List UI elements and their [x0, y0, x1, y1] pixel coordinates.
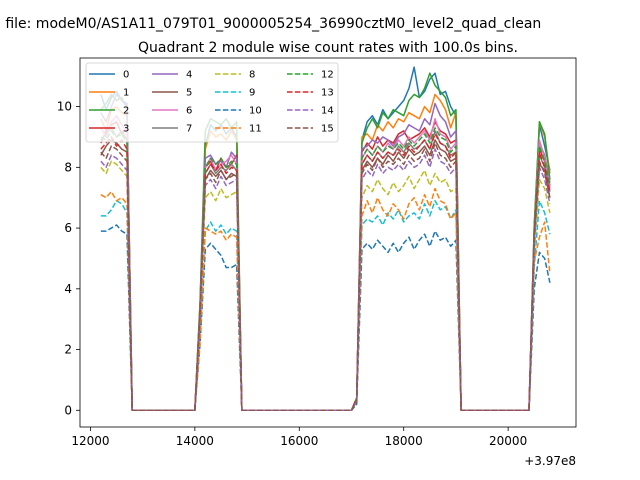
series-line-15 — [100, 142, 551, 412]
legend-label-11: 11 — [249, 124, 262, 135]
x-tick-label: 20000 — [489, 434, 527, 448]
legend-label-6: 6 — [186, 106, 192, 117]
legend-box — [85, 62, 339, 143]
y-tick-label: 6 — [64, 221, 72, 235]
legend-label-5: 5 — [186, 88, 192, 99]
legend-label-8: 8 — [249, 70, 255, 81]
legend-label-4: 4 — [186, 70, 192, 81]
legend-label-15: 15 — [321, 124, 334, 135]
legend-label-3: 3 — [123, 124, 129, 135]
x-tick-label: 16000 — [280, 434, 318, 448]
legend-label-9: 9 — [249, 88, 255, 99]
y-tick-label: 0 — [64, 403, 72, 417]
legend-label-7: 7 — [186, 124, 192, 135]
x-offset-label: +3.97e8 — [524, 454, 576, 468]
chart-title: Quadrant 2 module wise count rates with … — [138, 40, 518, 56]
legend-label-1: 1 — [123, 88, 129, 99]
legend-label-12: 12 — [321, 70, 334, 81]
legend-label-2: 2 — [123, 106, 129, 117]
x-tick-label: 18000 — [385, 434, 423, 448]
y-tick-label: 2 — [64, 343, 72, 357]
legend-label-10: 10 — [249, 106, 262, 117]
plot-area — [100, 66, 551, 412]
y-tick-label: 10 — [57, 100, 72, 114]
legend-label-13: 13 — [321, 88, 334, 99]
x-tick-label: 14000 — [176, 434, 214, 448]
figure-suptitle: n file: modeM0/AS1A11_079T01_9000005254_… — [0, 16, 541, 32]
legend-label-0: 0 — [123, 70, 129, 81]
x-axis: 12000 14000 16000 18000 20000 — [71, 427, 527, 448]
x-tick-label: 12000 — [71, 434, 109, 448]
y-tick-label: 8 — [64, 160, 72, 174]
legend-label-14: 14 — [321, 106, 334, 117]
y-tick-label: 4 — [64, 282, 72, 296]
y-axis: 0 2 4 6 8 10 — [57, 100, 80, 417]
plot-frame — [79, 57, 577, 428]
